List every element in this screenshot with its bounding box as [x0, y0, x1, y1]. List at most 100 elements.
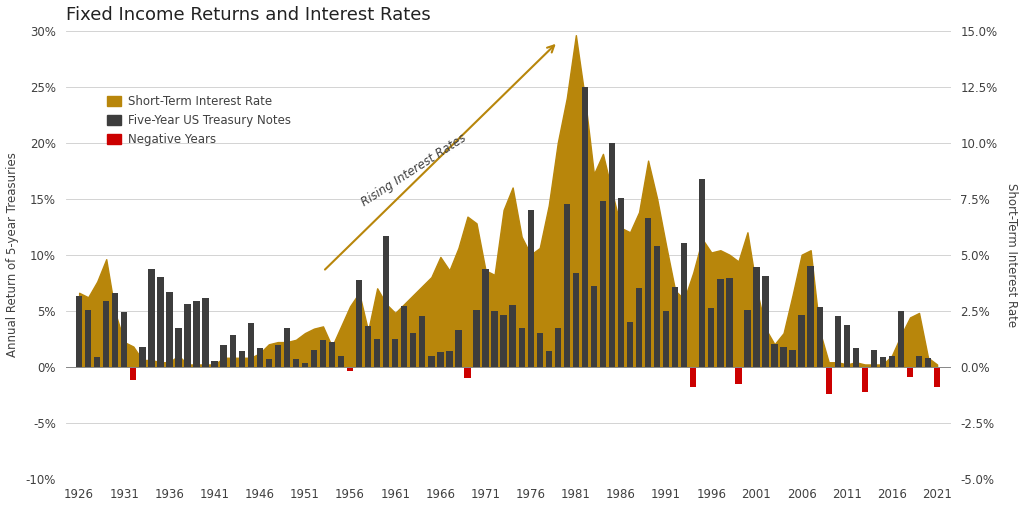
Bar: [816, 307, 823, 367]
Bar: [428, 355, 434, 367]
Bar: [754, 267, 760, 367]
Bar: [925, 358, 931, 367]
Bar: [709, 308, 715, 367]
Bar: [537, 333, 543, 367]
Y-axis label: Short-Term Interest Rate: Short-Term Interest Rate: [1006, 183, 1019, 327]
Bar: [274, 345, 281, 367]
Bar: [853, 348, 859, 367]
Bar: [203, 299, 209, 367]
Bar: [627, 322, 633, 367]
Bar: [175, 328, 181, 367]
Bar: [482, 269, 488, 367]
Bar: [239, 351, 245, 367]
Legend: Short-Term Interest Rate, Five-Year US Treasury Notes, Negative Years: Short-Term Interest Rate, Five-Year US T…: [102, 90, 296, 151]
Bar: [365, 327, 372, 367]
Bar: [166, 292, 173, 367]
Bar: [211, 361, 218, 367]
Bar: [600, 201, 606, 367]
Bar: [844, 325, 850, 367]
Bar: [284, 328, 290, 367]
Bar: [229, 335, 236, 367]
Bar: [898, 311, 904, 367]
Bar: [311, 350, 317, 367]
Bar: [356, 280, 362, 367]
Bar: [527, 210, 534, 367]
Bar: [563, 204, 570, 367]
Bar: [257, 348, 263, 367]
Bar: [184, 304, 190, 367]
Bar: [473, 310, 479, 367]
Bar: [293, 359, 299, 367]
Bar: [735, 367, 741, 383]
Bar: [825, 367, 831, 393]
Bar: [870, 350, 877, 367]
Bar: [112, 293, 119, 367]
Bar: [681, 243, 687, 367]
Bar: [501, 315, 507, 367]
Bar: [690, 367, 696, 387]
Bar: [401, 306, 408, 367]
Bar: [790, 350, 796, 367]
Text: Rising Interest Rates: Rising Interest Rates: [358, 132, 468, 209]
Bar: [654, 246, 660, 367]
Bar: [591, 286, 597, 367]
Bar: [130, 367, 136, 380]
Bar: [139, 347, 145, 367]
Bar: [510, 305, 516, 367]
Bar: [861, 367, 868, 392]
Bar: [915, 355, 923, 367]
Bar: [609, 142, 615, 367]
Bar: [329, 342, 335, 367]
Bar: [148, 269, 155, 367]
Bar: [76, 296, 82, 367]
Bar: [518, 328, 525, 367]
Bar: [672, 287, 678, 367]
Bar: [492, 311, 498, 367]
Bar: [808, 266, 814, 367]
Bar: [726, 278, 732, 367]
Bar: [121, 312, 127, 367]
Bar: [717, 279, 724, 367]
Bar: [880, 356, 886, 367]
Bar: [220, 345, 226, 367]
Bar: [338, 355, 344, 367]
Bar: [889, 355, 895, 367]
Bar: [645, 218, 651, 367]
Bar: [744, 310, 751, 367]
Bar: [771, 344, 777, 367]
Bar: [374, 339, 380, 367]
Bar: [699, 178, 706, 367]
Bar: [934, 367, 940, 387]
Bar: [437, 352, 443, 367]
Bar: [194, 301, 200, 367]
Bar: [582, 87, 588, 367]
Bar: [456, 330, 462, 367]
Bar: [572, 273, 579, 367]
Bar: [85, 310, 91, 367]
Bar: [555, 328, 561, 367]
Bar: [799, 315, 805, 367]
Bar: [907, 367, 913, 377]
Bar: [103, 301, 110, 367]
Bar: [663, 311, 670, 367]
Bar: [419, 316, 426, 367]
Bar: [636, 288, 642, 367]
Bar: [302, 364, 308, 367]
Bar: [94, 356, 100, 367]
Bar: [347, 367, 353, 371]
Bar: [392, 339, 398, 367]
Bar: [780, 347, 786, 367]
Bar: [464, 367, 471, 378]
Bar: [158, 277, 164, 367]
Y-axis label: Annual Return of 5-year Treasuries: Annual Return of 5-year Treasuries: [5, 152, 18, 357]
Text: Fixed Income Returns and Interest Rates: Fixed Income Returns and Interest Rates: [66, 6, 430, 23]
Bar: [248, 323, 254, 367]
Bar: [835, 316, 841, 367]
Bar: [265, 359, 272, 367]
Bar: [762, 276, 769, 367]
Bar: [617, 198, 625, 367]
Bar: [383, 236, 389, 367]
Bar: [446, 351, 453, 367]
Bar: [319, 340, 326, 367]
Bar: [546, 351, 552, 367]
